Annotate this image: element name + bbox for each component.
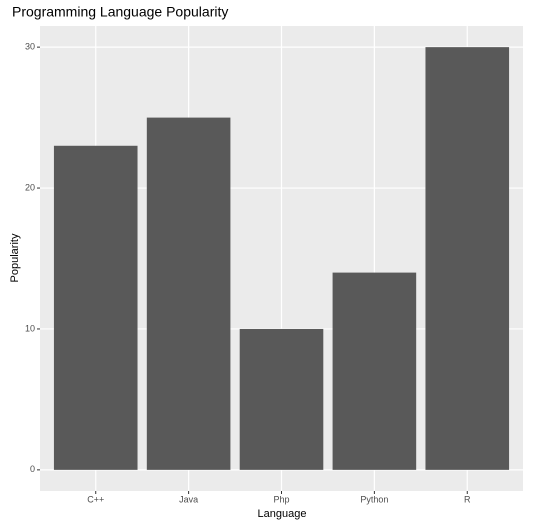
- bar: [146, 117, 231, 470]
- x-tick-label: Python: [360, 494, 388, 504]
- y-tick-label: 10: [25, 323, 35, 333]
- y-tick-label: 0: [30, 464, 35, 474]
- y-tick-label: 20: [25, 182, 35, 192]
- bar: [53, 145, 138, 470]
- x-tick-label: R: [464, 494, 471, 504]
- x-axis-label: Language: [258, 508, 307, 520]
- bar: [425, 47, 510, 470]
- x-tick-label: Java: [179, 494, 198, 504]
- bar: [332, 272, 417, 470]
- y-tick-label: 30: [25, 42, 35, 52]
- chart-title: Programming Language Popularity: [12, 4, 228, 20]
- x-tick-label: C++: [87, 494, 104, 504]
- x-tick-label: Php: [273, 494, 289, 504]
- y-axis-label: Popularity: [9, 233, 21, 282]
- bar: [239, 328, 324, 470]
